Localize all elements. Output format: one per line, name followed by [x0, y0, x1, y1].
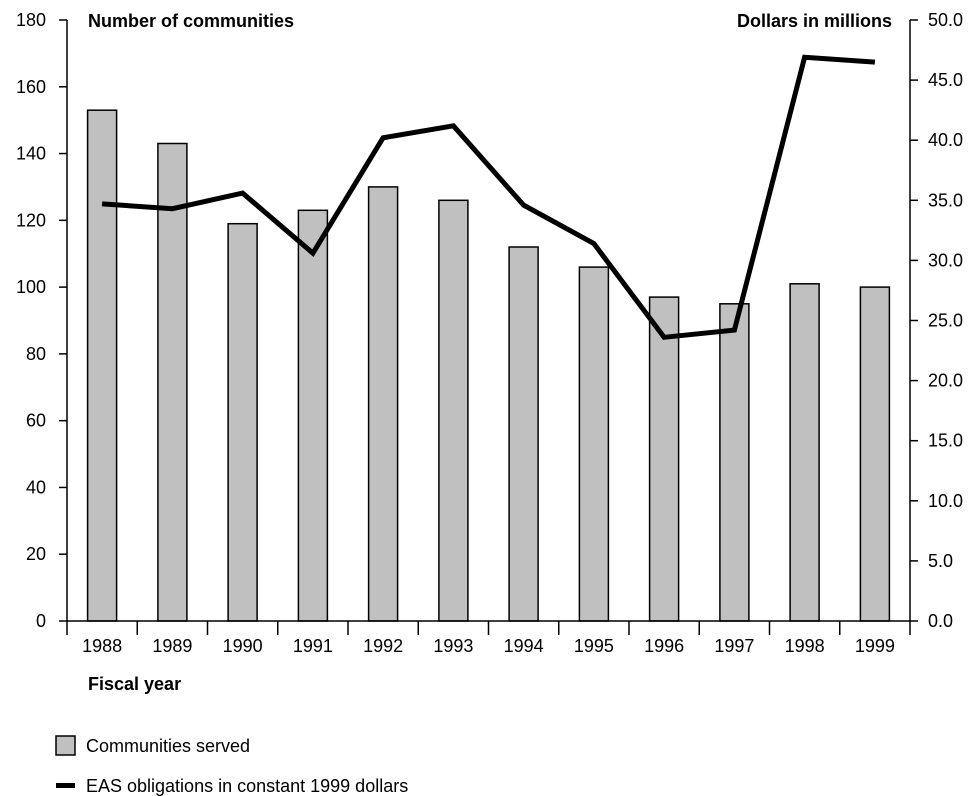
right-axis-ticks: 0.0 5.0 10.0 15.0 20.0 25.0 30.0 35.0 40.0 45.0 50…: [910, 10, 963, 631]
left-tick-label: 120: [16, 210, 46, 230]
right-tick-label: 35.0: [928, 190, 963, 210]
x-axis-title: Fiscal year: [88, 674, 181, 694]
legend-label-bars: Communities served: [86, 736, 250, 756]
left-axis-title: Number of communities: [88, 11, 294, 31]
left-tick-label: 0: [36, 611, 46, 631]
left-tick-label: 140: [16, 144, 46, 164]
legend-label-line: EAS obligations in constant 1999 dollars: [86, 776, 408, 796]
x-tick-label: 1990: [223, 636, 263, 656]
bar-1989: [157, 142, 188, 622]
bar-1990: [227, 222, 258, 622]
left-tick-label: 60: [26, 411, 46, 431]
x-tick-label: 1991: [293, 636, 333, 656]
x-axis-ticks: 1988 1989 1990 1991 1992 1993 1994 1995 1996 1997…: [66, 621, 911, 656]
right-tick-label: 10.0: [928, 491, 963, 511]
left-tick-label: 100: [16, 277, 46, 297]
legend: Communities served EAS obligations in co…: [55, 735, 408, 796]
right-tick-label: 40.0: [928, 130, 963, 150]
bar-series: [86, 109, 891, 622]
x-tick-label: 1995: [574, 636, 614, 656]
bar-1996: [648, 296, 680, 622]
bar-1994: [508, 246, 539, 622]
left-axis-ticks: 0 20 40 60 80 100 120 140 160 180: [16, 10, 67, 631]
left-tick-label: 40: [26, 477, 46, 497]
left-tick-label: 20: [26, 544, 46, 564]
bar-1991: [297, 209, 329, 622]
x-tick-label: 1996: [644, 636, 684, 656]
left-tick-label: 80: [26, 344, 46, 364]
x-tick-label: 1998: [785, 636, 825, 656]
right-tick-label: 0.0: [928, 611, 953, 631]
right-tick-label: 45.0: [928, 70, 963, 90]
axes: [66, 20, 911, 622]
left-tick-label: 180: [16, 10, 46, 30]
left-tick-label: 160: [16, 77, 46, 97]
bar-1998: [789, 283, 820, 622]
x-tick-label: 1999: [855, 636, 895, 656]
x-tick-label: 1997: [714, 636, 754, 656]
legend-swatch-bars: [55, 735, 76, 756]
right-tick-label: 30.0: [928, 250, 963, 270]
bar-1988: [86, 109, 118, 622]
line-series: [101, 54, 876, 340]
x-tick-label: 1994: [504, 636, 544, 656]
right-tick-label: 50.0: [928, 10, 963, 30]
right-tick-label: 25.0: [928, 311, 963, 331]
legend-swatch-line: [56, 783, 75, 788]
x-tick-label: 1988: [82, 636, 122, 656]
bar-1992: [367, 186, 399, 622]
bar-1995: [578, 266, 610, 622]
right-axis-title: Dollars in millions: [737, 11, 892, 31]
x-tick-label: 1993: [433, 636, 473, 656]
bar-1999: [859, 286, 891, 622]
x-tick-label: 1992: [363, 636, 403, 656]
eas-obligations-line: [101, 54, 876, 340]
bar-1997: [719, 303, 750, 622]
right-tick-label: 15.0: [928, 431, 963, 451]
right-tick-label: 20.0: [928, 371, 963, 391]
right-tick-label: 5.0: [928, 551, 953, 571]
x-tick-label: 1989: [152, 636, 192, 656]
bar-1993: [438, 199, 469, 622]
